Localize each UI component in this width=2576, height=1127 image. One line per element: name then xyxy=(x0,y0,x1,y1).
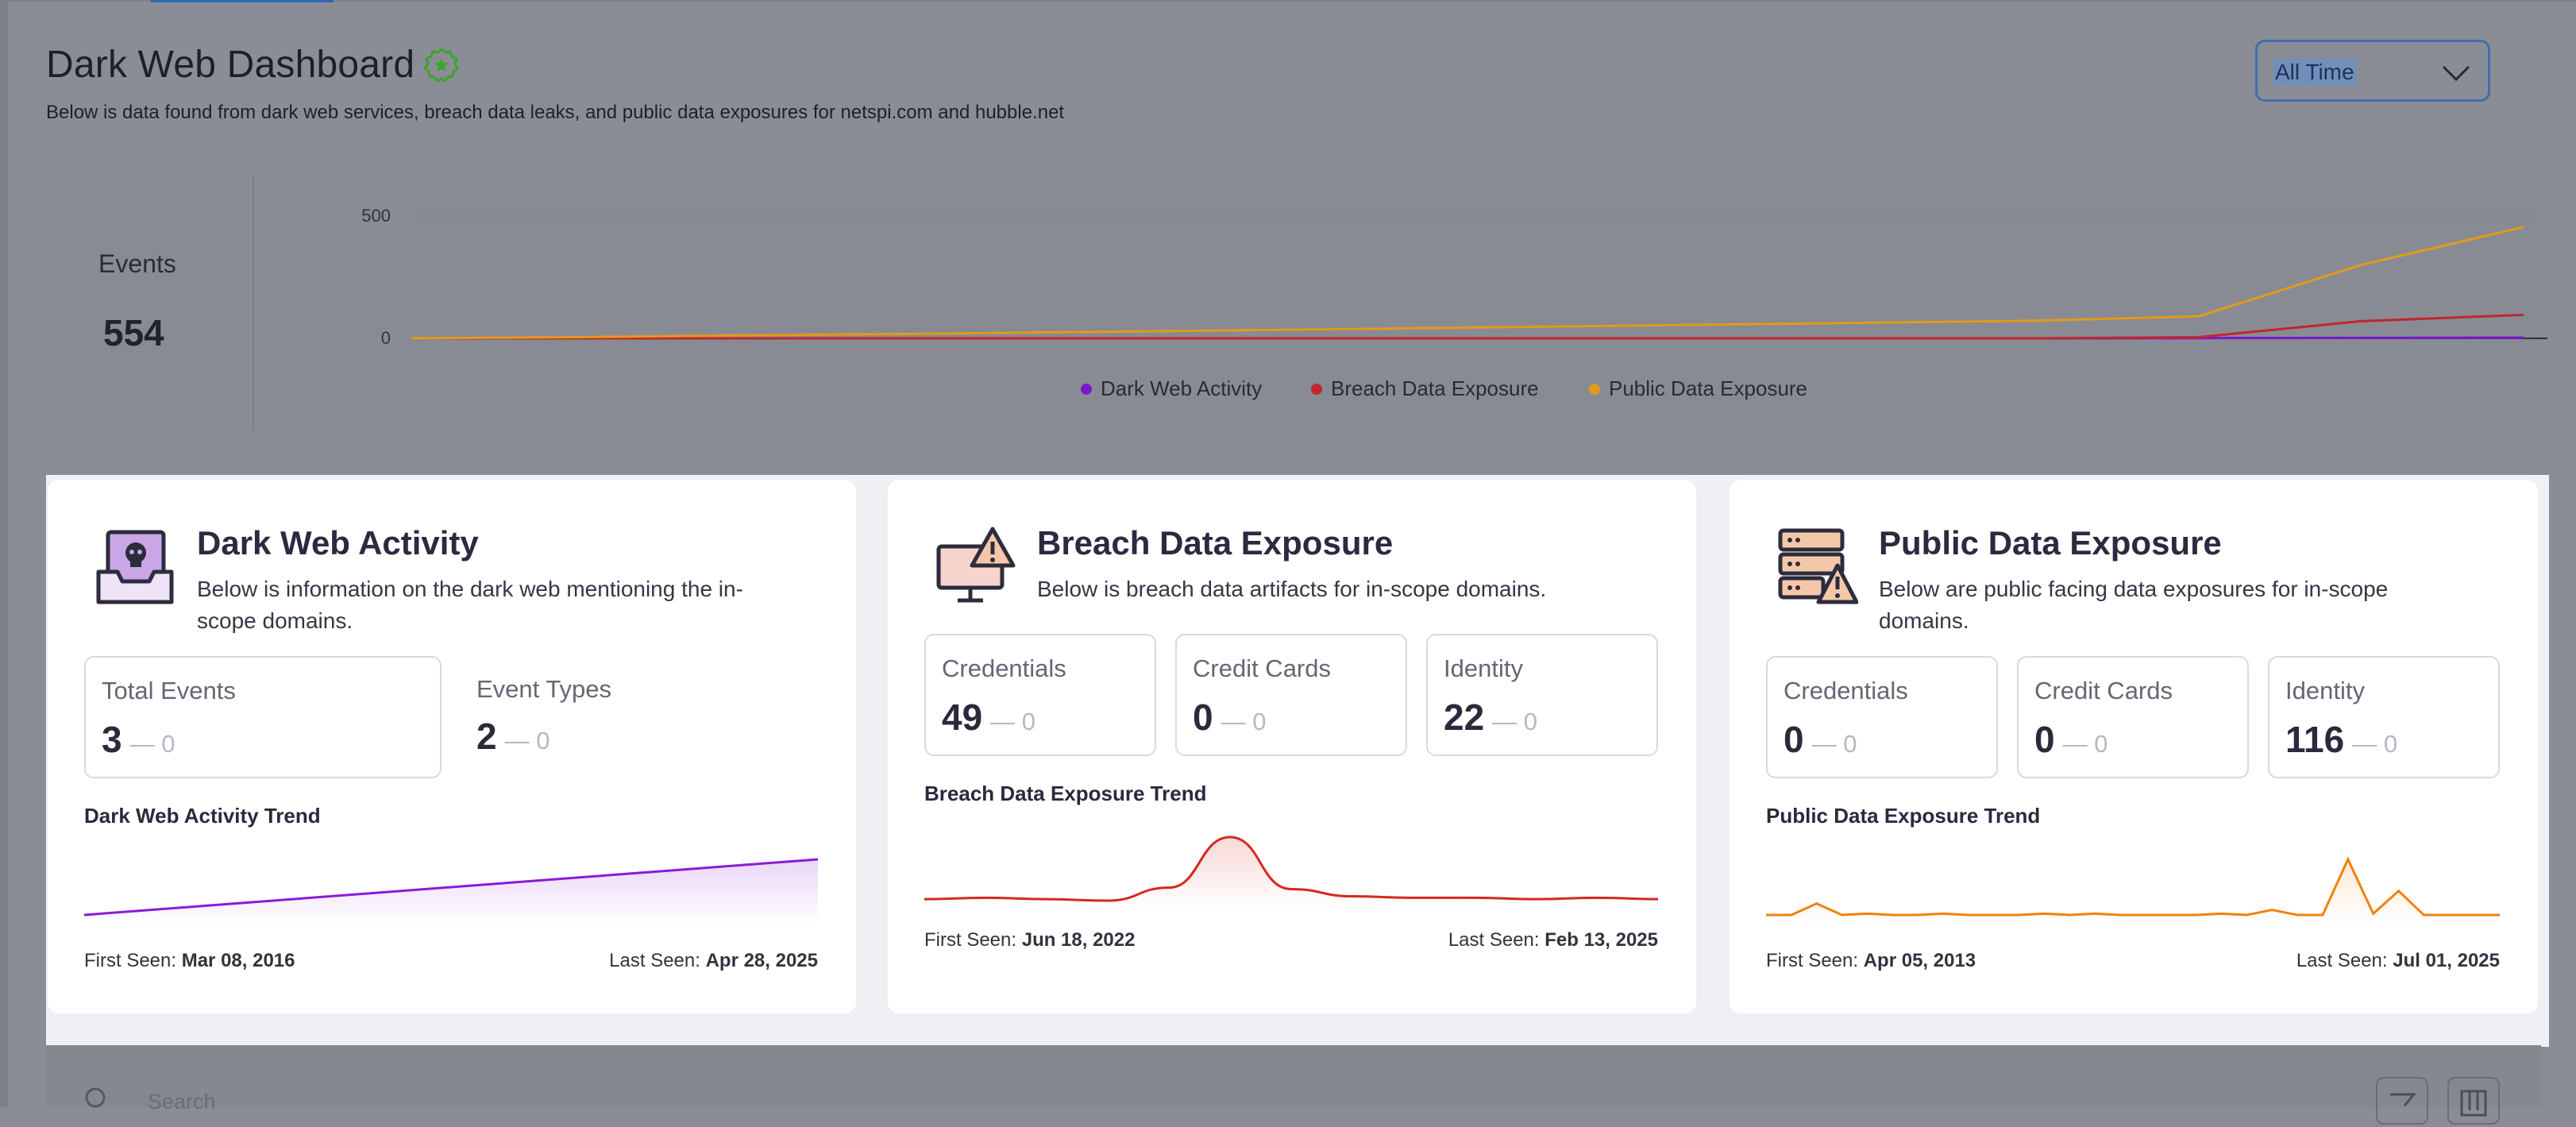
dark-web-activity-card: Dark Web Activity Below is information o… xyxy=(48,480,856,1013)
y-tick-label: 0 xyxy=(381,328,391,348)
stat-value: 0 xyxy=(1193,697,1213,738)
trend-title: Dark Web Activity Trend xyxy=(84,804,321,828)
trend-area xyxy=(924,837,1658,910)
search-input[interactable]: Search xyxy=(148,1090,216,1113)
card-title: Dark Web Activity xyxy=(197,524,479,562)
time-range-select[interactable]: All Time xyxy=(2255,40,2490,102)
stat-delta: — 0 xyxy=(1811,730,1857,758)
legend-marker xyxy=(1589,384,1600,395)
trend-title: Breach Data Exposure Trend xyxy=(924,782,1207,805)
time-range-value: All Time xyxy=(2273,60,2356,85)
server-warning-icon xyxy=(1778,528,1858,604)
credentials-stat: Credentials 0— 0 xyxy=(1766,656,1998,778)
stat-label: Identity xyxy=(1444,654,1523,682)
total-events-stat: Total Events 3— 0 xyxy=(84,656,442,778)
events-label: Events xyxy=(98,249,176,278)
first-seen: First Seen: Apr 05, 2013 xyxy=(1766,950,1976,971)
credit-cards-stat: Credit Cards 0 — 0 xyxy=(1175,634,1407,756)
credit-cards-stat: Credit Cards 0— 0 xyxy=(2017,656,2249,778)
filter-icon xyxy=(2390,1093,2417,1106)
events-line-chart: 500 0 Dark Web Activity Breach Data Exposur… xyxy=(361,206,2547,400)
trend-line xyxy=(1766,856,2500,917)
verified-badge-icon xyxy=(422,48,459,83)
trend-area xyxy=(1766,859,2500,924)
public-trend-chart xyxy=(1766,856,2500,924)
stat-label: Identity xyxy=(2285,677,2365,704)
search-icon xyxy=(85,1087,106,1108)
card-description: Below is breach data artifacts for in-sc… xyxy=(1037,577,1547,601)
trend-line xyxy=(924,836,1658,902)
stat-value: 116 xyxy=(2285,719,2345,760)
card-description: Below are public facing data exposures f… xyxy=(1879,577,2389,633)
first-seen: First Seen: Mar 08, 2016 xyxy=(84,950,295,971)
stat-value: 3 xyxy=(102,719,122,760)
active-tab-indicator xyxy=(151,0,334,2)
last-seen: Last Seen: Apr 28, 2025 xyxy=(609,950,818,971)
left-rail xyxy=(0,0,8,1107)
event-types-stat: Event Types 2— 0 xyxy=(476,675,611,758)
stat-label: Credit Cards xyxy=(1193,654,1331,682)
identity-stat: Identity 22 — 0 xyxy=(1426,634,1658,756)
stat-value: 2 xyxy=(476,716,497,757)
stat-value: 49 xyxy=(942,697,983,738)
stat-label: Credit Cards xyxy=(2034,677,2173,704)
stat-delta: — 0 xyxy=(990,708,1036,735)
columns-icon xyxy=(2460,1090,2487,1117)
events-count: 554 xyxy=(103,312,164,353)
stat-delta: — 0 xyxy=(129,730,175,758)
series-line-breach-data-exposure xyxy=(411,313,2524,340)
filter-button[interactable] xyxy=(2376,1077,2428,1125)
legend-label: Public Data Exposure xyxy=(1609,376,1807,400)
trend-area xyxy=(84,859,818,924)
top-strip xyxy=(0,0,2576,2)
stat-label: Credentials xyxy=(942,654,1066,682)
identity-stat: Identity 116— 0 xyxy=(2268,656,2500,778)
inbox-skull-icon xyxy=(96,530,174,604)
card-title: Breach Data Exposure xyxy=(1037,524,1394,562)
series-line-public-data-exposure xyxy=(411,226,2524,340)
overview-divider xyxy=(253,176,254,429)
stat-delta: — 0 xyxy=(1221,708,1267,735)
columns-button[interactable] xyxy=(2447,1077,2500,1125)
public-data-exposure-card: Public Data Exposure Below are public fa… xyxy=(1730,480,2538,1013)
dark-web-trend-chart xyxy=(84,858,818,924)
legend-marker xyxy=(1311,384,1322,395)
stat-delta: — 0 xyxy=(1492,708,1538,735)
breach-data-exposure-card: Breach Data Exposure Below is breach dat… xyxy=(888,480,1696,1013)
last-seen: Last Seen: Feb 13, 2025 xyxy=(1448,929,1658,951)
events-overview-panel: Events 554 500 0 Dark Web Activity Breach D… xyxy=(46,160,2547,445)
trend-title: Public Data Exposure Trend xyxy=(1766,804,2041,828)
card-title: Public Data Exposure xyxy=(1879,524,2222,562)
card-description: Below is information on the dark web men… xyxy=(197,577,743,633)
stat-delta: — 0 xyxy=(504,727,550,755)
trend-line xyxy=(84,858,818,917)
stat-delta: — 0 xyxy=(2062,730,2108,758)
table-toolbar xyxy=(46,1045,2541,1107)
stat-delta: — 0 xyxy=(2352,730,2398,758)
stat-value: 0 xyxy=(1784,719,1804,760)
monitor-warning-icon xyxy=(936,527,1016,603)
stat-value: 0 xyxy=(2034,719,2055,760)
stat-label: Total Events xyxy=(102,677,236,704)
legend-label: Breach Data Exposure xyxy=(1331,376,1539,400)
credentials-stat: Credentials 49 — 0 xyxy=(924,634,1156,756)
page-subtitle: Below is data found from dark web servic… xyxy=(46,102,1065,123)
stat-label: Credentials xyxy=(1784,677,1908,704)
page-title: Dark Web Dashboard xyxy=(46,44,415,86)
chevron-down-icon xyxy=(2442,65,2470,82)
y-tick-label: 500 xyxy=(361,206,391,226)
last-seen: Last Seen: Jul 01, 2025 xyxy=(2296,950,2500,971)
stat-label: Event Types xyxy=(476,675,612,703)
breach-trend-chart xyxy=(924,836,1658,910)
legend-marker xyxy=(1081,384,1092,395)
stat-value: 22 xyxy=(1444,697,1485,738)
legend-label: Dark Web Activity xyxy=(1101,376,1262,400)
first-seen: First Seen: Jun 18, 2022 xyxy=(924,929,1136,951)
